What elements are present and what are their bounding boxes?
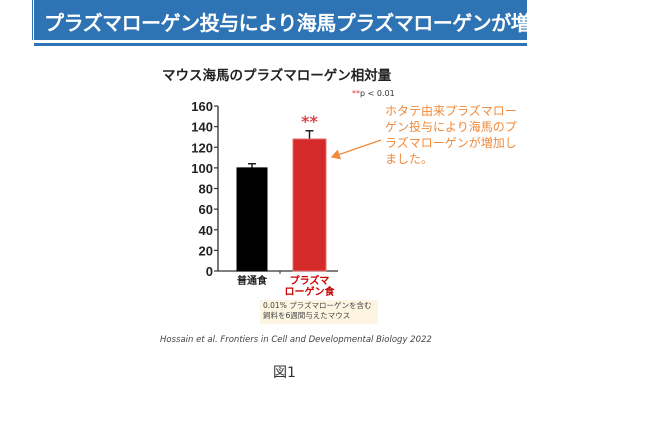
significance-stars: ** xyxy=(352,89,360,98)
bar xyxy=(236,167,268,272)
significance-marker: ** xyxy=(301,112,318,131)
annotation-arrow xyxy=(330,139,382,160)
diet-note: 0.01% プラズマローゲンを含む飼料を6週間与えたマウス xyxy=(260,300,378,324)
banner-title: プラズマローゲン投与により海馬プラズマローゲンが増加 xyxy=(44,11,550,35)
p-value: p < 0.01 xyxy=(360,89,395,98)
title-banner: プラズマローゲン投与により海馬プラズマローゲンが増加 xyxy=(31,0,550,46)
y-tick-label: 40 xyxy=(199,223,213,238)
y-tick-label: 100 xyxy=(191,161,213,176)
x-tick-label: ローゲン食 xyxy=(285,285,336,298)
y-tick-label: 0 xyxy=(206,264,213,279)
bar xyxy=(292,138,327,272)
y-tick-label: 20 xyxy=(199,243,213,258)
x-tick-label: 普通食 xyxy=(237,274,268,287)
citation: Hossain et al. Frontiers in Cell and Dev… xyxy=(160,335,432,345)
y-tick-label: 80 xyxy=(199,182,213,197)
x-tick-label: プラズマ xyxy=(290,274,330,287)
figure-label: 図1 xyxy=(273,365,296,381)
y-tick-label: 160 xyxy=(191,99,213,114)
significance-note: **p < 0.01 xyxy=(352,89,395,98)
y-tick-label: 60 xyxy=(199,202,213,217)
annotation-text: ホタテ由来プラズマローゲン投与により海馬のプラズマローゲンが増加しました。 xyxy=(385,104,517,166)
chart-title: マウス海馬のプラズマローゲン相対量 xyxy=(162,68,392,84)
y-tick-label: 120 xyxy=(191,140,213,155)
y-tick-label: 140 xyxy=(191,120,213,135)
